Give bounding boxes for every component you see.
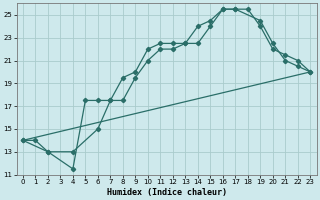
X-axis label: Humidex (Indice chaleur): Humidex (Indice chaleur) (107, 188, 227, 197)
